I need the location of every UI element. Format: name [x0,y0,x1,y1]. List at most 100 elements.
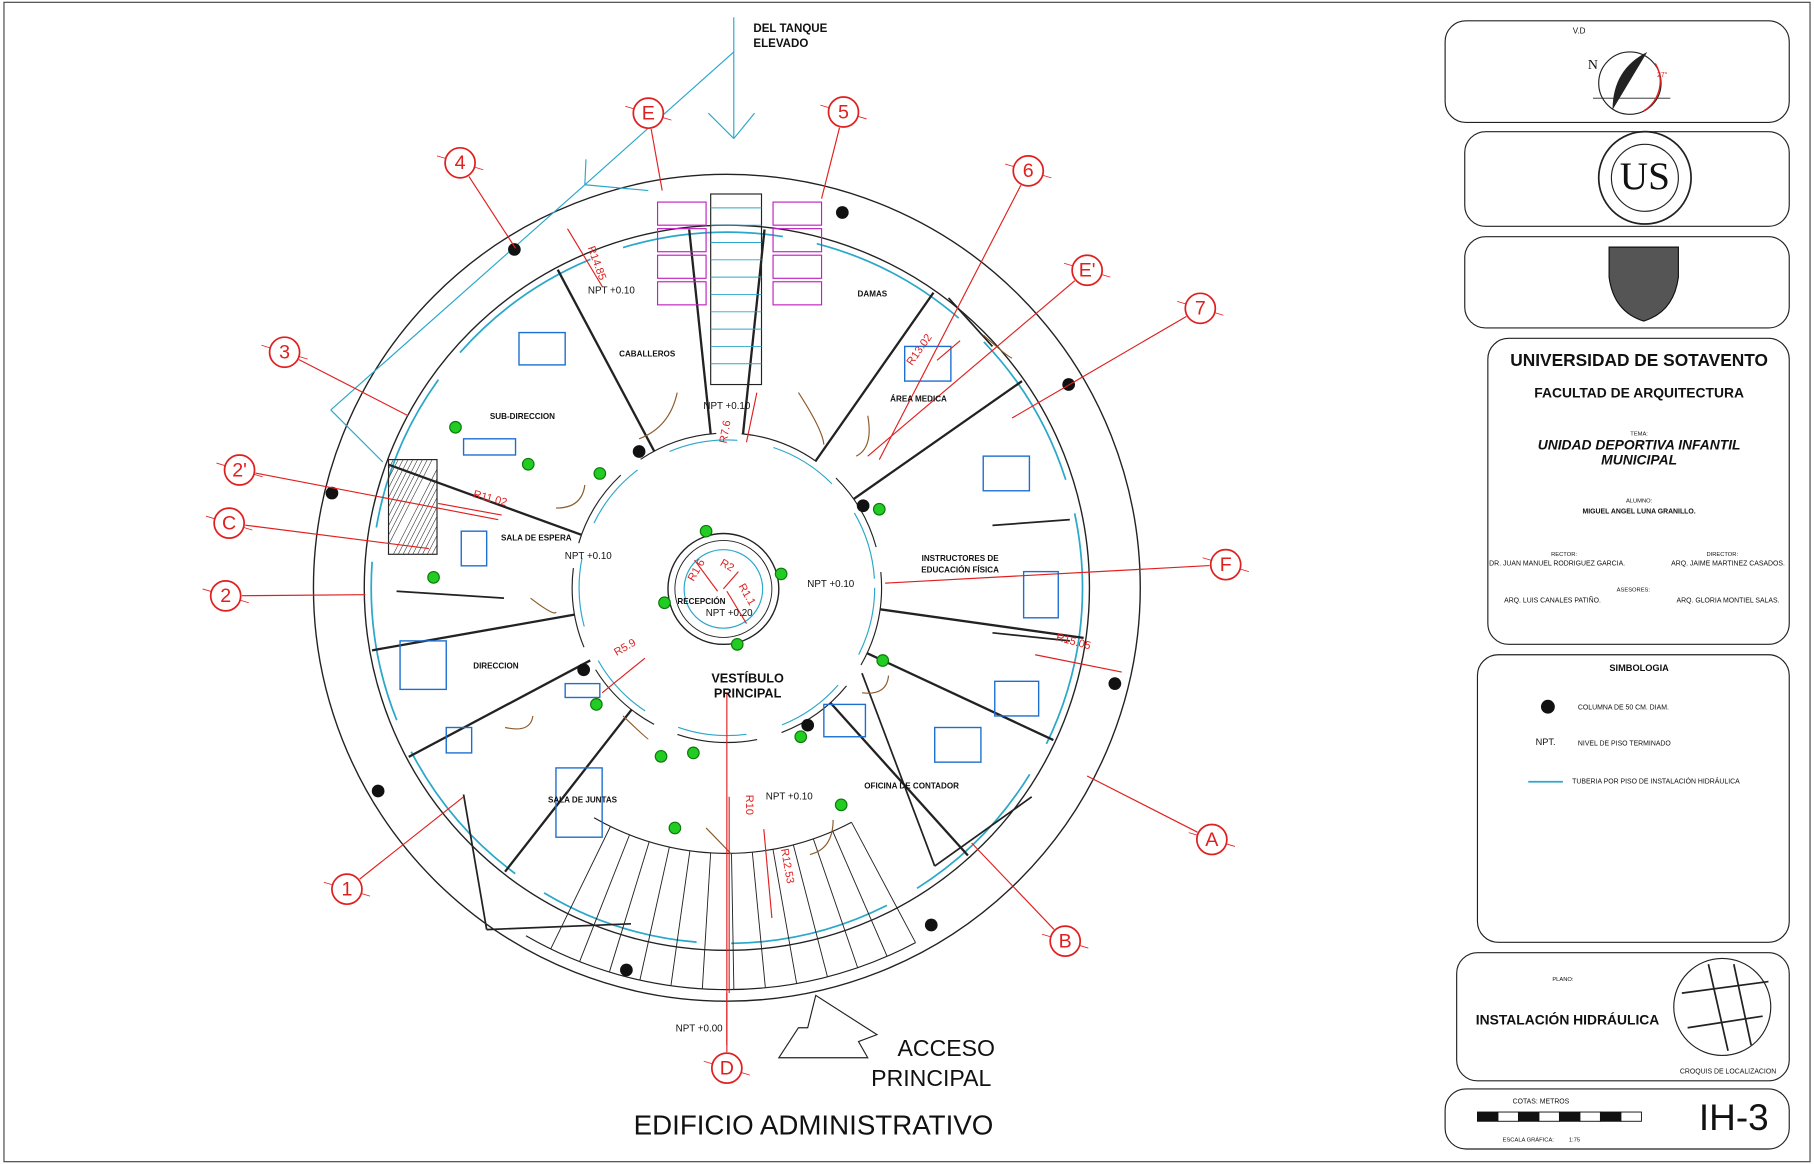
radial-wall [556,269,656,452]
plant [449,420,462,434]
student: MIGUEL ANGEL LUNA GRANILLO. [1583,508,1696,515]
radial-wall [852,380,1023,500]
water-pipe [733,112,756,139]
compass-angle: 27° [1657,71,1668,79]
hatch [388,459,404,489]
radius-line [936,340,961,361]
scale-bar-segment [1599,1111,1622,1122]
axis-bubble [827,96,860,128]
water-pipe [330,409,384,463]
axis-label: D [720,1057,734,1079]
partition [462,794,488,930]
axis-label: 2 [220,585,231,607]
room-label: INSTRUCTORES DE [922,554,1000,563]
advisor: ARQ. GLORIA MONTIEL SALAS. [1677,597,1780,604]
legend-text: NIVEL DE PISO TERMINADO [1578,740,1671,747]
radius-label: R10 [743,795,755,815]
partition [486,922,632,931]
scale-bar-segment [1538,1111,1560,1122]
stair-edge [525,935,916,991]
partition [992,518,1070,527]
level-label: NPT +0.10 [807,579,854,590]
door-swing [861,675,890,694]
axis-line [971,842,1055,930]
seal-logo: US [1620,155,1670,198]
axis-bubble [1071,254,1104,287]
axis-bubble [213,507,246,539]
axis-line [867,280,1076,457]
university: UNIVERSIDAD DE SOTAVENTO [1510,350,1768,370]
stair-step [772,849,798,984]
sketch-street [1687,1015,1763,1029]
director-label: DIRECTOR: [1706,552,1738,558]
axis-bubble [444,146,476,179]
room-label: DIRECCION [473,661,518,670]
axis-line [359,796,464,880]
title-panel [1464,131,1790,227]
compass [1598,51,1662,115]
level-label: NPT +0.10 [565,551,612,562]
emblem [1608,246,1679,322]
axis-label: F [1220,554,1232,576]
plant [876,654,890,667]
compass-label: N [1588,57,1598,72]
level-label: NPT +0.10 [588,286,635,297]
title-panel [1444,20,1790,123]
legend-symbol: NPT. [1536,737,1556,747]
room-label: SALA DE ESPERA [501,533,572,542]
axis-label: 4 [455,152,466,174]
room-label: PRINCIPAL [714,686,782,700]
dimensions: COTAS: METROS [1513,1098,1570,1105]
shaft [710,193,763,386]
scale-bar-segment [1497,1111,1519,1122]
axis-bubble [1012,155,1045,187]
axis-line [468,176,517,249]
axis-label: 1 [341,879,352,901]
floor-plan: E 5 4 6 E' 7 3 2' C 2 F 1 A B D DEL TANQUE ELEVADO CABALL… [202,17,1249,1140]
topic: UNIDAD DEPORTIVA INFANTIL [1538,436,1741,452]
radius-line [722,571,739,590]
level-label: NPT +0.10 [703,401,750,412]
axis-bubble [710,1052,743,1085]
plant [774,567,788,581]
plant [794,730,808,744]
door-swing [638,392,678,440]
water-pipe [584,159,587,185]
title-panel [1456,952,1790,1082]
reception-mid [674,539,773,638]
radial-wall [829,701,969,857]
furniture [564,682,601,699]
toilet-stall [772,228,823,253]
radius-line [1035,654,1122,673]
plant [590,698,603,711]
scale-bar-segment [1620,1111,1642,1122]
partition [934,796,1033,867]
hatch [431,544,438,555]
plant [730,638,744,651]
hatch [388,459,428,536]
plant [654,750,668,763]
access-arrow [777,994,879,1059]
radial-wall [371,613,575,652]
radius-label: R7.6 [718,419,734,444]
door-swing [982,334,1013,359]
plan-label: PLANO: [1552,977,1574,983]
toilet-stall [656,281,707,306]
topic: MUNICIPAL [1601,451,1677,467]
axis-label: C [222,512,236,534]
stair-step [701,852,712,989]
toilet-stall [772,281,823,306]
axis-label: E [642,103,655,125]
toilet-stall [656,254,707,279]
rector-label: RECTOR: [1551,552,1577,558]
location-sketch [1673,957,1772,1057]
door-swing [855,415,870,457]
furniture [934,726,982,763]
room-label: SALA DE JUNTAS [548,795,618,804]
axis-bubble [268,336,301,369]
axis-bubble [223,454,256,486]
faculty: FACULTAD DE ARQUITECTURA [1534,384,1744,400]
radial-wall [688,229,712,435]
furniture [1022,570,1059,619]
axis-label: 7 [1195,298,1206,320]
